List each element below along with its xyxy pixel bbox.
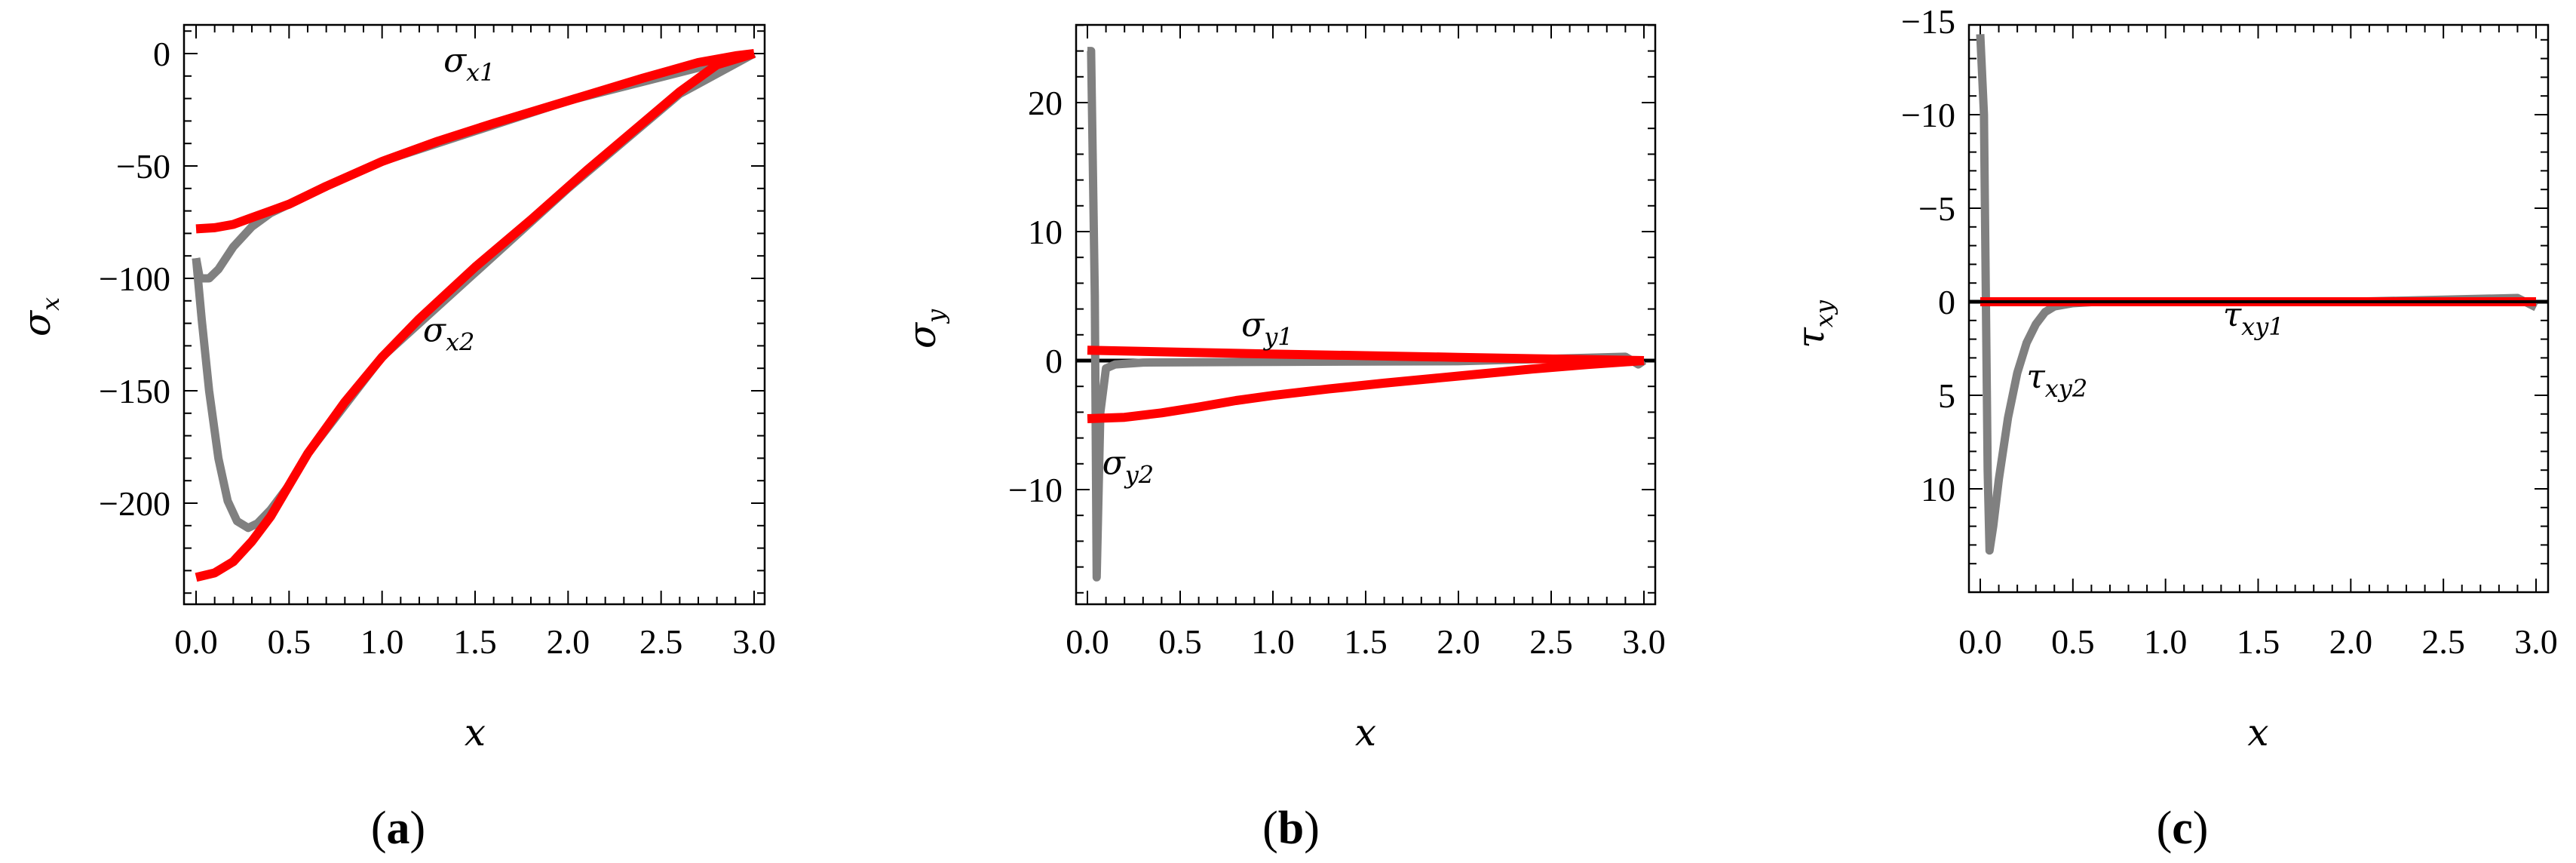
x-tick-label: 0.5 — [2051, 622, 2095, 661]
x-tick-label: 3.0 — [2514, 622, 2558, 661]
y-tick-label: −200 — [99, 484, 170, 523]
y-tick-label: 20 — [1028, 84, 1063, 122]
x-tick-label: 2.0 — [547, 622, 590, 661]
panel-c-tau-xy: 0.0 0.5 1.0 1.5 2.0 2.5 3.0 10 5 0 −5 −10 −15 τxy2 τxy… — [1789, 2, 2558, 854]
x-axis-title: x — [465, 711, 486, 754]
series-annotation: σx2 — [423, 311, 474, 356]
x-tick-label: 0.0 — [1958, 622, 2002, 661]
series-line — [1087, 356, 1645, 423]
y-tick-label: −50 — [116, 147, 170, 186]
y-axis-ticks — [184, 30, 765, 594]
x-tick-label: 1.0 — [2144, 622, 2188, 661]
x-tick-label: 1.5 — [2237, 622, 2280, 661]
x-axis-ticks — [1980, 25, 2537, 592]
series-annotation: σy2 — [1102, 444, 1154, 489]
x-tick-label: 3.0 — [1622, 622, 1666, 661]
series-annotation: σx1 — [443, 41, 495, 87]
panel-caption: (a) — [371, 803, 425, 854]
x-tick-label: 0.0 — [1066, 622, 1109, 661]
plot-frame — [1075, 23, 1657, 606]
x-tick-label: 1.5 — [453, 622, 497, 661]
y-tick-label: −10 — [1008, 471, 1063, 509]
y-tick-label: 0 — [1938, 283, 1955, 321]
series-line — [192, 49, 756, 283]
x-tick-label: 2.0 — [1437, 622, 1480, 661]
y-axis-ticks — [1076, 24, 1655, 594]
series-line — [1976, 34, 2538, 555]
y-axis-title: σx — [15, 297, 65, 336]
plot-area — [192, 49, 756, 582]
x-axis-ticks — [1087, 25, 1645, 604]
y-tick-label: 0 — [1045, 342, 1063, 380]
x-tick-label: 2.5 — [1529, 622, 1573, 661]
x-tick-label: 1.0 — [360, 622, 404, 661]
series-line — [195, 49, 755, 234]
y-axis-ticks — [1969, 38, 2548, 565]
x-axis-title: x — [2247, 711, 2268, 754]
x-tick-label: 0.5 — [268, 622, 311, 661]
y-tick-label: −5 — [1918, 189, 1955, 228]
x-tick-label: 2.5 — [639, 622, 683, 661]
panel-a-sigma-x: 0.0 0.5 1.0 1.5 2.0 2.5 3.0 0 −50 −100 −150 −200 σx1… — [15, 23, 776, 854]
plot-area — [1969, 34, 2548, 555]
y-tick-label: −100 — [99, 260, 170, 298]
y-tick-label: −150 — [99, 372, 170, 410]
x-axis-ticks — [195, 25, 755, 604]
panel-b-sigma-y: 0.0 0.5 1.0 1.5 2.0 2.5 3.0 20 10 0 −10 σy1 σy2 x σy (b… — [900, 23, 1666, 854]
y-tick-label: −15 — [1901, 2, 1955, 41]
y-axis-title: τxy — [1789, 299, 1838, 349]
x-tick-label: 0.0 — [174, 622, 218, 661]
x-axis-title: x — [1355, 711, 1376, 754]
series-line — [1087, 47, 1647, 582]
panel-caption: (c) — [2157, 803, 2209, 854]
y-tick-label: −10 — [1901, 96, 1955, 134]
plot-area — [1076, 47, 1655, 582]
x-tick-label: 1.0 — [1251, 622, 1295, 661]
x-tick-label: 1.5 — [1344, 622, 1388, 661]
y-tick-label: 10 — [1028, 213, 1063, 251]
x-tick-label: 2.0 — [2329, 622, 2373, 661]
panel-caption: (b) — [1262, 803, 1320, 854]
series-annotation: σy1 — [1241, 306, 1293, 352]
x-tick-label: 0.5 — [1158, 622, 1202, 661]
y-axis-title: σy — [900, 309, 950, 349]
y-tick-label: 0 — [153, 35, 170, 73]
series-line — [195, 49, 756, 582]
y-tick-label: 10 — [1921, 470, 1955, 508]
x-tick-label: 2.5 — [2421, 622, 2465, 661]
series-line — [1087, 346, 1645, 365]
series-annotation: τxy1 — [2223, 296, 2284, 341]
y-tick-label: 5 — [1938, 376, 1955, 415]
x-tick-label: 3.0 — [732, 622, 776, 661]
series-annotation: τxy2 — [2026, 358, 2087, 403]
